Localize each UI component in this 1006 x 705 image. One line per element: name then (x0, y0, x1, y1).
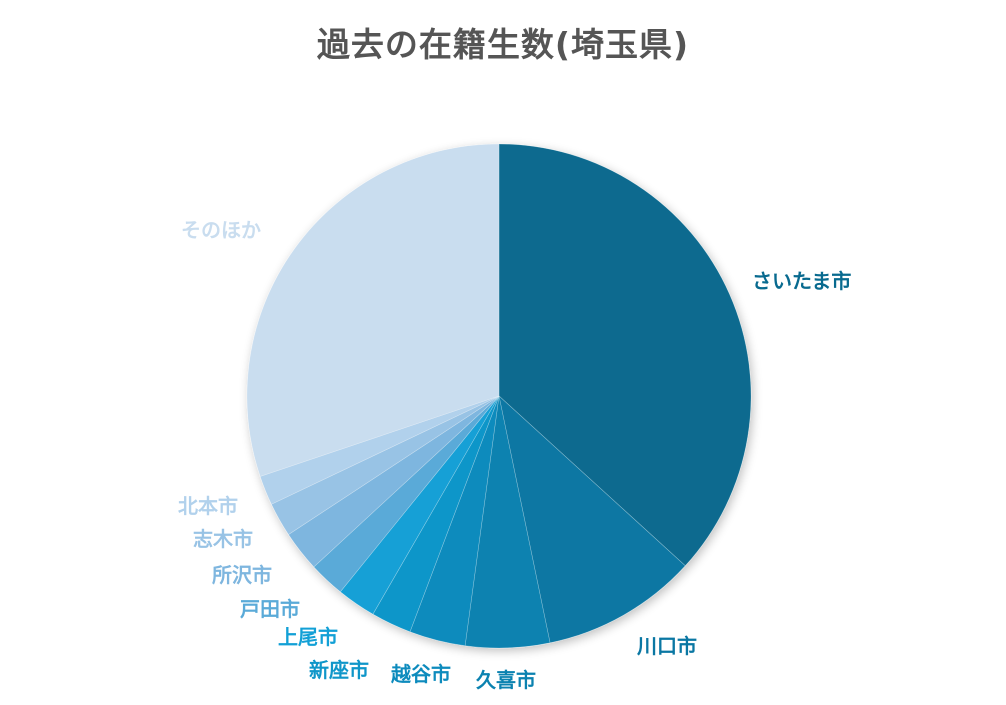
slice-label: 志木市 (193, 527, 253, 551)
slice-label: 戸田市 (240, 597, 300, 621)
slice-label: 久喜市 (476, 668, 536, 692)
pie-slice (246, 143, 500, 477)
slice-label: さいたま市 (752, 269, 852, 293)
pie-slices (246, 143, 752, 649)
slice-label: 北本市 (178, 494, 238, 518)
slice-label: 越谷市 (391, 662, 451, 686)
pie-slice (498, 395, 686, 644)
slice-label: 所沢市 (212, 563, 272, 587)
chart-title: 過去の在籍生数(埼玉県) (316, 25, 690, 64)
slice-label: 川口市 (637, 634, 697, 658)
slice-label: そのほか (181, 218, 261, 242)
slice-label: 上尾市 (278, 625, 338, 649)
pie-slice (498, 143, 752, 567)
slice-label: 新座市 (309, 658, 369, 682)
